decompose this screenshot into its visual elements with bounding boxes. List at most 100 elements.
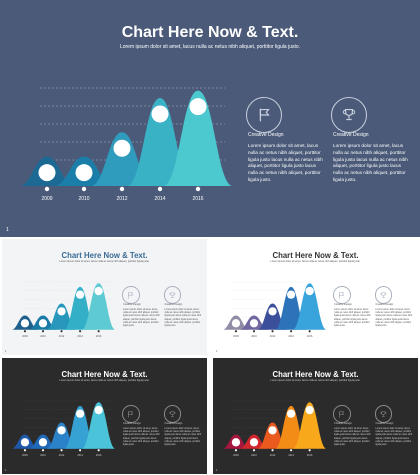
flag-icon [337,291,346,300]
slide-subtitle: Lorem ipsum dolor sit amet, lacus nulla … [59,260,150,264]
page-number: 1 [4,469,7,473]
axis-dot [290,449,293,452]
trophy-icon-glyph [380,411,387,417]
peak-marker-2012 [113,139,131,157]
trophy-icon-glyph [169,411,176,417]
axis-label-2012: 2012 [58,453,65,457]
slide-light-blue: Chart Here Now & Text. Lorem ipsum dolor … [2,239,207,355]
flag-icon-circle [122,286,140,304]
axis-label-2016: 2016 [306,334,313,338]
axis-label-2012: 2012 [58,334,65,338]
area-chart [223,400,327,452]
axis-dot [234,330,238,333]
axis-label-2014: 2014 [288,334,294,338]
axis-label-2010: 2010 [78,196,90,202]
peak-marker-2016 [189,98,207,116]
area-chart [223,281,327,333]
axis-label-2010: 2010 [40,334,46,338]
peak-marker-2014 [151,105,169,123]
slide-title: Chart Here Now & Text. [61,250,148,260]
axis-label-2010: 2010 [251,453,257,457]
flag-icon-circle [122,405,140,423]
flag-icon-circle [333,286,351,304]
slide-dark-warm: Chart Here Now & Text. Lorem ipsum dolor … [213,358,418,474]
column-body: Lorem ipsum dolor sit amet, lacus nulla … [123,427,160,447]
peak-marker-2012 [57,307,66,316]
axis-label-2012: 2012 [269,453,276,457]
flag-icon [337,410,346,419]
axis-dot [97,330,100,333]
column-label: Creative Design [248,132,284,138]
page-number: 1 [215,350,218,354]
peak-marker-2010 [75,164,93,182]
peak-marker-2016 [94,405,103,415]
axis-label-2016: 2016 [95,453,102,457]
peak-marker-2009 [20,319,30,328]
peak-marker-2010 [38,319,48,328]
column-body: Lorem ipsum dolor sit amet, lacus nulla … [375,308,413,328]
trophy-icon-circle [163,405,182,423]
trophy-icon [168,291,177,300]
axis-dot [157,186,163,192]
peak-marker-2009 [20,438,30,447]
slide-subtitle: Lorem ipsum dolor sit amet, lacus nulla … [59,379,150,383]
axis-label-2016: 2016 [192,196,204,202]
slide-subtitle: Lorem ipsum dolor sit amet, lacus nulla … [270,260,361,264]
slide-white-purple: Chart Here Now & Text. Lorem ipsum dolor … [213,239,418,355]
peak-marker-2012 [57,426,66,435]
peak-marker-2014 [75,409,85,418]
column-body: Lorem ipsum dolor sit amet, lacus nulla … [334,427,371,447]
axis-label-2014: 2014 [288,453,294,457]
peak-marker-2014 [75,290,85,299]
axis-label-2009: 2009 [41,196,53,202]
peak-marker-2016 [305,405,314,415]
axis-dot [79,449,82,452]
flag-icon [126,410,135,419]
trophy-icon-glyph [169,292,176,298]
column-label: Creative Design [333,132,369,138]
slide-dark-blue: Chart Here Now & Text. Lorem ipsum dolor … [2,358,207,474]
axis-dot [41,330,45,333]
page-number: 1 [6,227,9,233]
column-body: Lorem ipsum dolor sit amet, lacus nulla … [375,427,413,447]
flag-icon-glyph [259,108,270,122]
column-body: Lorem ipsum dolor sit amet, lacus nulla … [164,308,202,328]
axis-dot [60,449,63,452]
axis-dot [195,186,201,192]
trophy-icon-circle [374,405,393,423]
column-body: Lorem ipsum dolor sit amet, lacus nulla … [333,143,408,183]
trophy-icon-circle [374,286,393,304]
slide-subtitle: Lorem ipsum dolor sit amet, lacus nulla … [119,44,301,50]
slide-title: Chart Here Now & Text. [121,24,299,41]
column-body: Lorem ipsum dolor sit amet, lacus nulla … [334,308,371,328]
area-chart [21,87,232,192]
axis-dot [252,449,256,452]
column-body: Lorem ipsum dolor sit amet, lacus nulla … [164,427,202,447]
area-chart [12,400,116,452]
axis-dot [60,330,63,333]
axis-dot [252,330,256,333]
axis-dot [119,186,125,192]
peak-2016 [293,283,327,330]
axis-label-2010: 2010 [251,334,257,338]
flag-icon-glyph [128,292,134,299]
column-body: Lorem ipsum dolor sit amet, lacus nulla … [123,308,160,328]
slide-subtitle: Lorem ipsum dolor sit amet, lacus nulla … [270,379,361,383]
peak-marker-2012 [268,307,277,316]
peak-marker-2009 [231,319,241,328]
peak-marker-2016 [305,286,314,296]
slide-title: Chart Here Now & Text. [272,369,359,379]
column-label: Creative Design [123,303,141,307]
page-number: 1 [4,350,7,354]
peak-marker-2010 [249,438,259,447]
axis-label-2014: 2014 [77,453,83,457]
peak-marker-2012 [268,426,277,435]
axis-dot [79,330,82,333]
column-label: Creative Design [164,303,183,307]
flag-icon-glyph [339,292,345,299]
flag-icon [126,291,135,300]
peak-2016 [164,90,232,186]
flag-icon [255,106,273,124]
trophy-icon-circle [331,97,367,133]
flag-icon-glyph [339,411,345,418]
